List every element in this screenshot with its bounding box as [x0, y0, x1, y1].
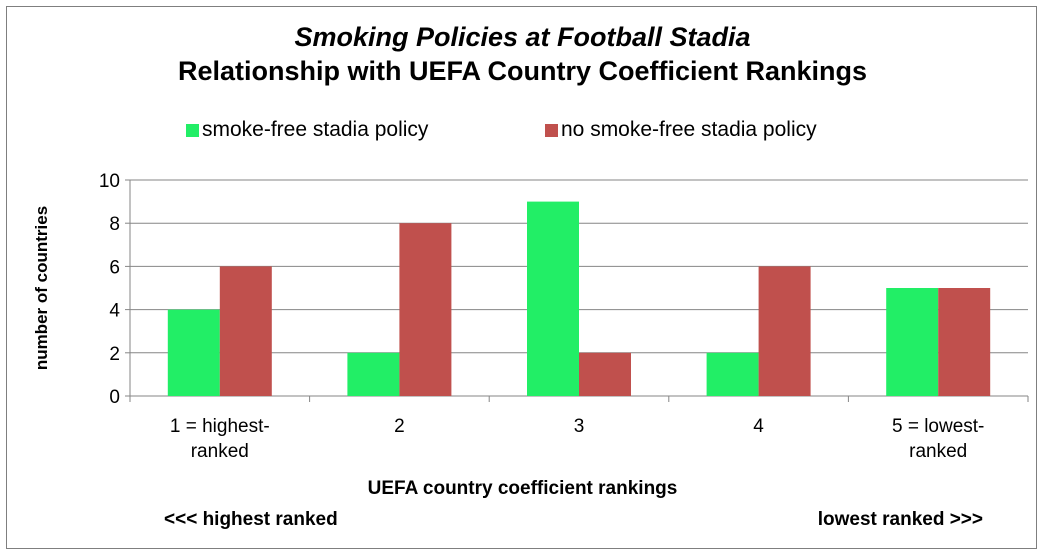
bar-no-smoke-free: [758, 266, 811, 396]
bar-smoke-free: [706, 352, 759, 396]
x-axis-left-note: <<< highest ranked: [164, 509, 338, 530]
bar-no-smoke-free: [579, 352, 631, 396]
bar-no-smoke-free: [219, 266, 272, 396]
bar-smoke-free: [347, 352, 400, 396]
x-tick-label: 2: [394, 416, 405, 437]
x-tick-label: 3: [574, 416, 585, 437]
y-tick-label: 4: [109, 301, 120, 322]
bar-no-smoke-free: [938, 288, 991, 396]
x-tick-label: 4: [753, 416, 764, 437]
y-tick-label: 8: [109, 214, 120, 235]
y-tick-label: 6: [109, 257, 120, 278]
chart-frame: [6, 6, 1037, 549]
chart-subtitle: Relationship with UEFA Country Coefficie…: [177, 56, 868, 86]
x-tick-label: ranked: [191, 441, 249, 462]
chart-title: Smoking Policies at Football Stadia: [294, 22, 751, 52]
legend-label-smoke-free: smoke-free stadia policy: [202, 118, 429, 141]
y-axis-title: number of countries: [32, 206, 51, 370]
bar-smoke-free: [527, 201, 579, 396]
y-tick-label: 10: [99, 171, 120, 192]
legend-label-no-smoke-free: no smoke-free stadia policy: [561, 118, 817, 141]
y-tick-label: 2: [109, 344, 120, 365]
legend-item-no-smoke-free: no smoke-free stadia policy: [545, 118, 817, 142]
bar-smoke-free: [886, 288, 939, 396]
legend-item-smoke-free: smoke-free stadia policy: [186, 118, 428, 142]
x-tick-label: ranked: [909, 441, 967, 462]
bar-no-smoke-free: [399, 223, 452, 396]
x-axis-title: UEFA country coefficient rankings: [367, 478, 678, 499]
y-tick-label: 0: [109, 387, 120, 408]
legend-swatch-smoke-free: [186, 123, 199, 137]
legend-swatch-no-smoke-free: [545, 123, 558, 137]
bar-smoke-free: [167, 309, 220, 396]
x-axis-right-note: lowest ranked >>>: [817, 509, 983, 530]
x-tick-label: 5 = lowest-: [892, 416, 984, 437]
x-tick-label: 1 = highest-: [170, 416, 270, 437]
